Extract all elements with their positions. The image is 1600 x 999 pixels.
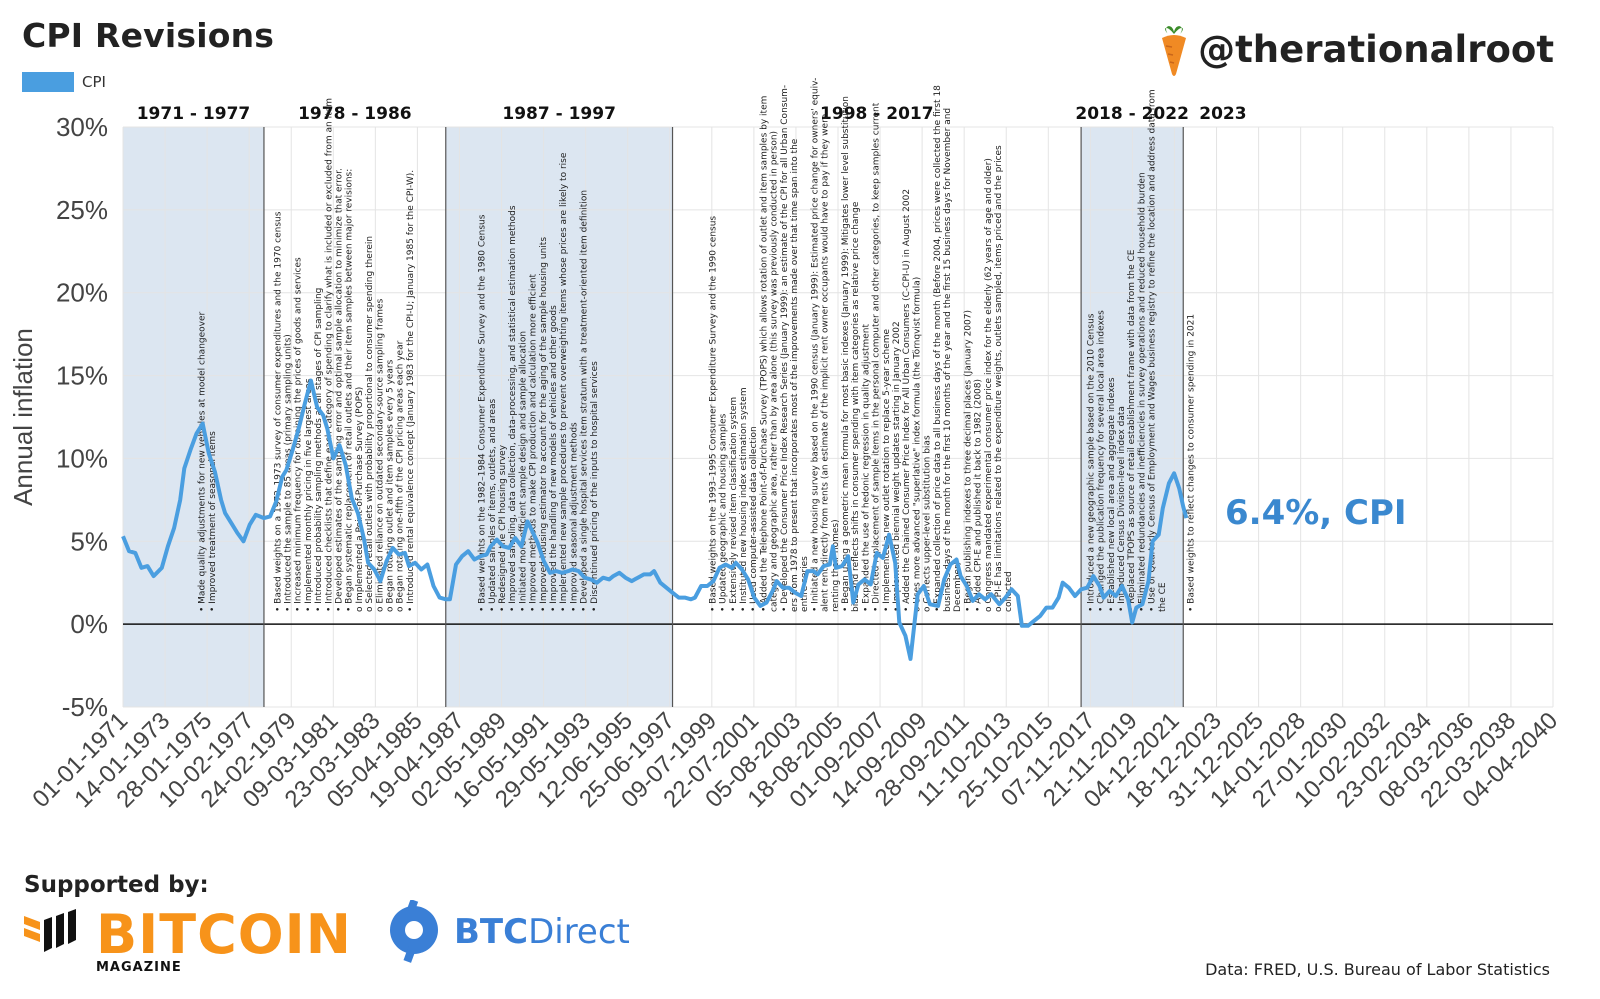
revision-note-line: • Discontinued pricing of the inputs to … bbox=[590, 361, 600, 612]
carrot-icon bbox=[1162, 26, 1187, 76]
y-tick-label: 5% bbox=[70, 526, 108, 556]
chart-title: CPI Revisions bbox=[22, 16, 275, 55]
period-label-5: 2023 bbox=[1199, 104, 1246, 124]
revision-note-line: • Extensively revised item classificatio… bbox=[729, 397, 739, 612]
revision-note-line: • Improved treatment of seasonal items bbox=[208, 431, 218, 612]
revision-note-line: • Changed the publication frequency for … bbox=[1097, 310, 1107, 612]
y-tick-label: 30% bbox=[56, 112, 108, 142]
revision-note-line: • Based weights on the 1993–1995 Consume… bbox=[708, 216, 718, 612]
bitcoin-magazine-icon bbox=[24, 909, 76, 952]
revision-note-line: • Improved sampling, data collection, da… bbox=[508, 205, 518, 612]
period-shade-2 bbox=[445, 127, 673, 707]
revision-note-line: • Developed a single hospital services i… bbox=[580, 190, 590, 612]
revision-note-line: • Established new local area and aggrega… bbox=[1107, 377, 1117, 612]
revision-note-line: • Based weights to reflect changes to co… bbox=[1186, 314, 1196, 612]
revision-note-line: • Initiated a new housing survey based o… bbox=[810, 78, 820, 612]
data-source: Data: FRED, U.S. Bureau of Labor Statist… bbox=[1205, 960, 1550, 979]
revision-note-line: o Selected retail outlets with probabili… bbox=[365, 236, 375, 612]
revision-note-line: • Improved housing estimator to account … bbox=[539, 237, 549, 612]
y-axis-label: Annual inflation bbox=[8, 328, 38, 506]
revision-note-line: • Introduced probability sampling method… bbox=[314, 288, 324, 612]
revision-note-line: business days of the month for the first… bbox=[943, 108, 953, 612]
period-label-3: 1998 - 2017 bbox=[820, 104, 934, 124]
revision-note-line: o Began rotating one-fifth of the CPI pr… bbox=[396, 340, 406, 612]
y-tick-label: 20% bbox=[56, 278, 108, 308]
cpi-chart: -5% 0% 5% 10% 15% 20% 25% 30% 1971 - 1977 1978 - … bbox=[8, 78, 1563, 813]
revision-note-line: • Added the Telephone Point-of-Purchase … bbox=[759, 96, 769, 612]
revision-note-line: • Eliminated redundancies and inefficien… bbox=[1137, 172, 1147, 612]
period-label-1: 1978 - 1986 bbox=[298, 104, 412, 124]
legend: CPI bbox=[22, 72, 106, 92]
legend-label-cpi: CPI bbox=[82, 73, 106, 91]
revision-note-line: o Corrects upper-level substitution bias bbox=[923, 435, 933, 612]
revision-note-line: • Use of Quarterly Census of Employment … bbox=[1148, 89, 1158, 612]
revision-note-line: • Based weights on a 1972–1973 survey of… bbox=[273, 211, 283, 612]
revision-note-line: • Implemented biennial weight updates st… bbox=[892, 321, 902, 612]
bitcoin-magazine-logo: BITCOIN MAGAZINE bbox=[24, 903, 352, 975]
y-tick-label: 15% bbox=[56, 361, 108, 391]
period-label-4: 2018 - 2022 bbox=[1075, 104, 1189, 124]
revision-note-line: • Implemented new sample procedures to p… bbox=[559, 152, 569, 612]
bitcoin-magazine-subtitle: MAGAZINE bbox=[96, 960, 182, 975]
supported-by-label: Supported by: bbox=[24, 872, 209, 898]
y-tick-label: 25% bbox=[56, 195, 108, 225]
btc-direct-wordmark: BTCDirect bbox=[454, 912, 630, 952]
bitcoin-magazine-wordmark: BITCOIN bbox=[96, 903, 352, 966]
revision-note-line: the CE bbox=[1158, 582, 1168, 612]
legend-swatch-cpi bbox=[22, 72, 74, 92]
revision-note-line: December) bbox=[953, 562, 963, 612]
revision-note-line: o CPI-E has limitations related to the e… bbox=[994, 145, 1004, 612]
revision-note-line: • Introduced rental equivalence concept … bbox=[406, 170, 416, 612]
period-label-0: 1971 - 1977 bbox=[137, 104, 251, 124]
revision-note-line: • Introduced Census Division-level index… bbox=[1117, 406, 1127, 612]
cpi-callout: 6.4%, CPI bbox=[1225, 493, 1407, 533]
revision-note-line: bias and reflects shifts in consumer spe… bbox=[851, 201, 861, 612]
cpi-series-line bbox=[121, 378, 1189, 661]
y-tick-label: 0% bbox=[70, 609, 108, 639]
revision-note-line: • Introduced a new geographic sample bas… bbox=[1086, 313, 1096, 612]
revision-note-line: • Based weights on the 1982–1984 Consume… bbox=[478, 214, 488, 612]
revision-note-line: o Implemented a Point-of-Purchase Survey… bbox=[355, 387, 365, 612]
revision-note-line: • Made quality adjustments for new vehic… bbox=[198, 311, 208, 612]
revision-note-line: o Uses more advanced "superlative" index… bbox=[912, 277, 922, 612]
revision-note-line: • Introduced the sample to 85 areas (pri… bbox=[284, 334, 294, 612]
revision-note-line: • Initiated more efficient sample design… bbox=[518, 331, 528, 612]
revision-note-line: • Redesigned the CPI housing survey bbox=[498, 444, 508, 612]
revision-note-line: • Developed estimates of the sampling er… bbox=[335, 168, 345, 612]
btc-direct-icon bbox=[390, 900, 438, 963]
revision-note-line: • Expanded collection of price data to a… bbox=[933, 85, 943, 612]
revision-note-line: • Implemented monthly pricing in five la… bbox=[304, 378, 314, 612]
revision-note-line: ers from 1978 to present that incorporat… bbox=[790, 138, 800, 612]
revision-note-line: • Instituted new housing index estimatio… bbox=[739, 387, 749, 612]
revision-note-line: o Congress mandated experimental consume… bbox=[984, 158, 994, 612]
revision-note-line: category and geographic area, rather tha… bbox=[770, 131, 780, 612]
revision-note-line: • Used computer-assisted data collection bbox=[749, 426, 759, 612]
revision-note-line: • Implemented a new outlet rotation to r… bbox=[882, 328, 892, 612]
revision-note-line: • Updated samples of items, outlets, and… bbox=[488, 399, 498, 612]
btc-direct-logo: BTCDirect bbox=[386, 900, 630, 964]
author-handle-text: @therationalroot bbox=[1198, 27, 1554, 71]
revision-note-line: • Added CPI-E and published it back to 1… bbox=[974, 379, 984, 612]
revision-note-line: • Began publishing indexes to three deci… bbox=[963, 310, 973, 612]
revision-note-line: • Improved the handling of new models of… bbox=[549, 305, 559, 612]
period-label-2: 1987 - 1997 bbox=[502, 104, 616, 124]
author-handle: @therationalroot bbox=[1156, 22, 1554, 76]
revision-note-line: • Directed replacement of sample items i… bbox=[872, 102, 882, 612]
revision-note-line: • Expanded the use of hedonic regression… bbox=[861, 324, 871, 612]
revision-note-line: o Began rotating outlet and item samples… bbox=[386, 359, 396, 612]
y-tick-label: -5% bbox=[62, 692, 108, 722]
revision-note-line: alent rent directly from rents (an estim… bbox=[821, 113, 831, 612]
revision-note-line: • Began using a geometric mean formula f… bbox=[841, 96, 851, 612]
revision-note-line: • Replaced TPOPS as source of retail est… bbox=[1127, 249, 1137, 612]
revision-note-line: • Developed the Consumer Price Index Res… bbox=[780, 85, 790, 612]
revision-note-line: • Improved seasonal adjustment methods bbox=[569, 422, 579, 612]
period-shade-0 bbox=[123, 127, 264, 707]
revision-note-line: • Updated geographic and housing samples bbox=[719, 413, 729, 612]
revision-note-line: o Eliminated reliance on outdated second… bbox=[375, 298, 385, 612]
revision-note-line: • Improved methods to make CPI productio… bbox=[529, 273, 539, 612]
revision-note-line: • Introduced checklists that define each… bbox=[324, 98, 334, 612]
y-tick-label: 10% bbox=[56, 443, 108, 473]
revision-note-line: • Added the Chained Consumer Price Index… bbox=[902, 189, 912, 612]
revision-note-line: • Began systematic replacement of retail… bbox=[345, 169, 355, 612]
